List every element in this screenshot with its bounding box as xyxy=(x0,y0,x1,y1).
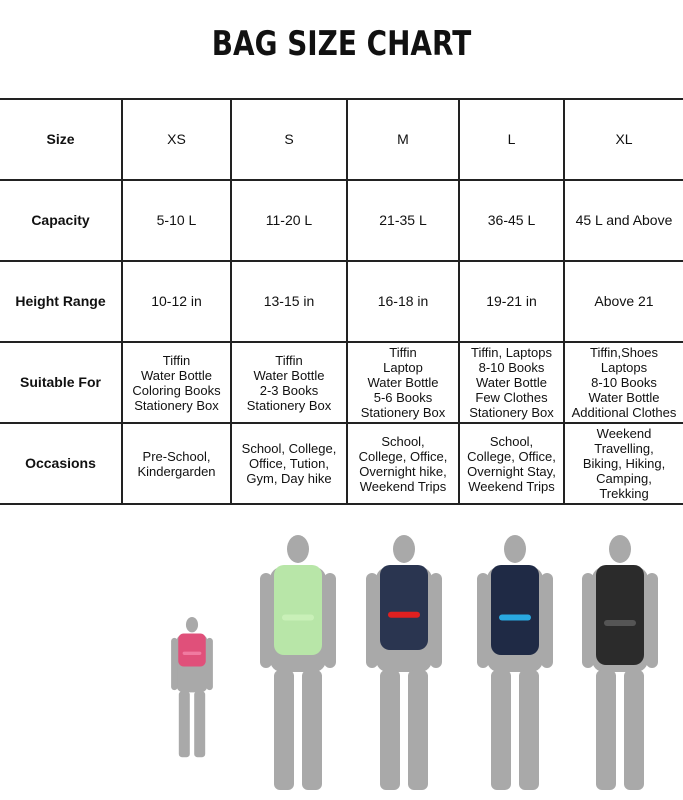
table-cell: Tiffin Water Bottle 2-3 Books Stationery… xyxy=(230,341,348,424)
person-arm xyxy=(206,637,213,691)
row-header: Occasions xyxy=(0,422,123,505)
person-leg xyxy=(274,670,294,790)
table-row: Size XS S M L XL xyxy=(0,98,683,181)
table-cell: 21-35 L xyxy=(346,179,460,262)
table-cell: S xyxy=(230,98,348,181)
person-leg xyxy=(178,691,190,758)
backpack-accent xyxy=(182,651,202,655)
backpack-accent xyxy=(604,620,636,626)
table-cell: Tiffin, Laptops 8-10 Books Water Bottle … xyxy=(458,341,565,424)
table-cell: 36-45 L xyxy=(458,179,565,262)
table-cell: 13-15 in xyxy=(230,260,348,343)
table-row: Occasions Pre-School, Kindergarden School,… xyxy=(0,422,683,505)
backpack-accent xyxy=(499,614,531,621)
person-arm xyxy=(582,573,594,668)
person-head xyxy=(609,535,631,563)
table-cell: School, College, Office, Overnight hike,… xyxy=(346,422,460,505)
row-header: Size xyxy=(0,98,123,181)
table-cell: Pre-School, Kindergarden xyxy=(121,422,232,505)
table-cell: School, College, Office, Tution, Gym, Da… xyxy=(230,422,348,505)
person-head xyxy=(393,535,415,563)
person-arm xyxy=(646,573,658,668)
person-arm xyxy=(324,573,336,668)
table-cell: Tiffin,Shoes Laptops 8-10 Books Water Bo… xyxy=(563,341,683,424)
person-arm xyxy=(430,573,442,668)
table-cell: 11-20 L xyxy=(230,179,348,262)
table-cell: 16-18 in xyxy=(346,260,460,343)
backpack-accent xyxy=(388,611,420,618)
table-cell: 45 L and Above xyxy=(563,179,683,262)
table-cell: School, College, Office, Overnight Stay,… xyxy=(458,422,565,505)
backpack xyxy=(491,565,539,655)
backpack xyxy=(596,565,644,665)
person-arm xyxy=(366,573,378,668)
backpack xyxy=(380,565,428,650)
person-leg xyxy=(624,670,644,790)
table-row: Suitable For Tiffin Water Bottle Coloring… xyxy=(0,341,683,424)
person-leg xyxy=(519,670,539,790)
row-header: Suitable For xyxy=(0,341,123,424)
table-cell: M xyxy=(346,98,460,181)
person-leg xyxy=(596,670,616,790)
table-cell: 10-12 in xyxy=(121,260,232,343)
row-header: Capacity xyxy=(0,179,123,262)
table-row: Height Range 10-12 in 13-15 in 16-18 in 19-2… xyxy=(0,260,683,343)
row-header: Height Range xyxy=(0,260,123,343)
table-cell: Tiffin Water Bottle Coloring Books Stati… xyxy=(121,341,232,424)
table-cell: XS xyxy=(121,98,232,181)
table-row: Capacity 5-10 L 11-20 L 21-35 L 36-45 L 45 L … xyxy=(0,179,683,262)
person-leg xyxy=(302,670,322,790)
table-cell: Weekend Travelling, Biking, Hiking, Camp… xyxy=(563,422,683,505)
person-arm xyxy=(171,637,178,691)
table-cell: XL xyxy=(563,98,683,181)
person-head xyxy=(287,535,309,563)
bag-size-illustration xyxy=(171,535,658,790)
person-arm xyxy=(541,573,553,668)
table-cell: 19-21 in xyxy=(458,260,565,343)
backpack xyxy=(178,633,206,667)
table-cell: Tiffin Laptop Water Bottle 5-6 Books Sta… xyxy=(346,341,460,424)
person-leg xyxy=(408,670,428,790)
person-leg xyxy=(491,670,511,790)
person-head xyxy=(504,535,526,563)
backpack xyxy=(274,565,322,655)
person-arm xyxy=(477,573,489,668)
person-leg xyxy=(194,691,206,758)
table-cell: 5-10 L xyxy=(121,179,232,262)
table-cell: Above 21 xyxy=(563,260,683,343)
person-head xyxy=(185,617,199,633)
page-title: BAG SIZE CHART xyxy=(211,24,472,64)
backpack-accent xyxy=(282,614,314,621)
person-arm xyxy=(260,573,272,668)
table-cell: L xyxy=(458,98,565,181)
person-leg xyxy=(380,670,400,790)
